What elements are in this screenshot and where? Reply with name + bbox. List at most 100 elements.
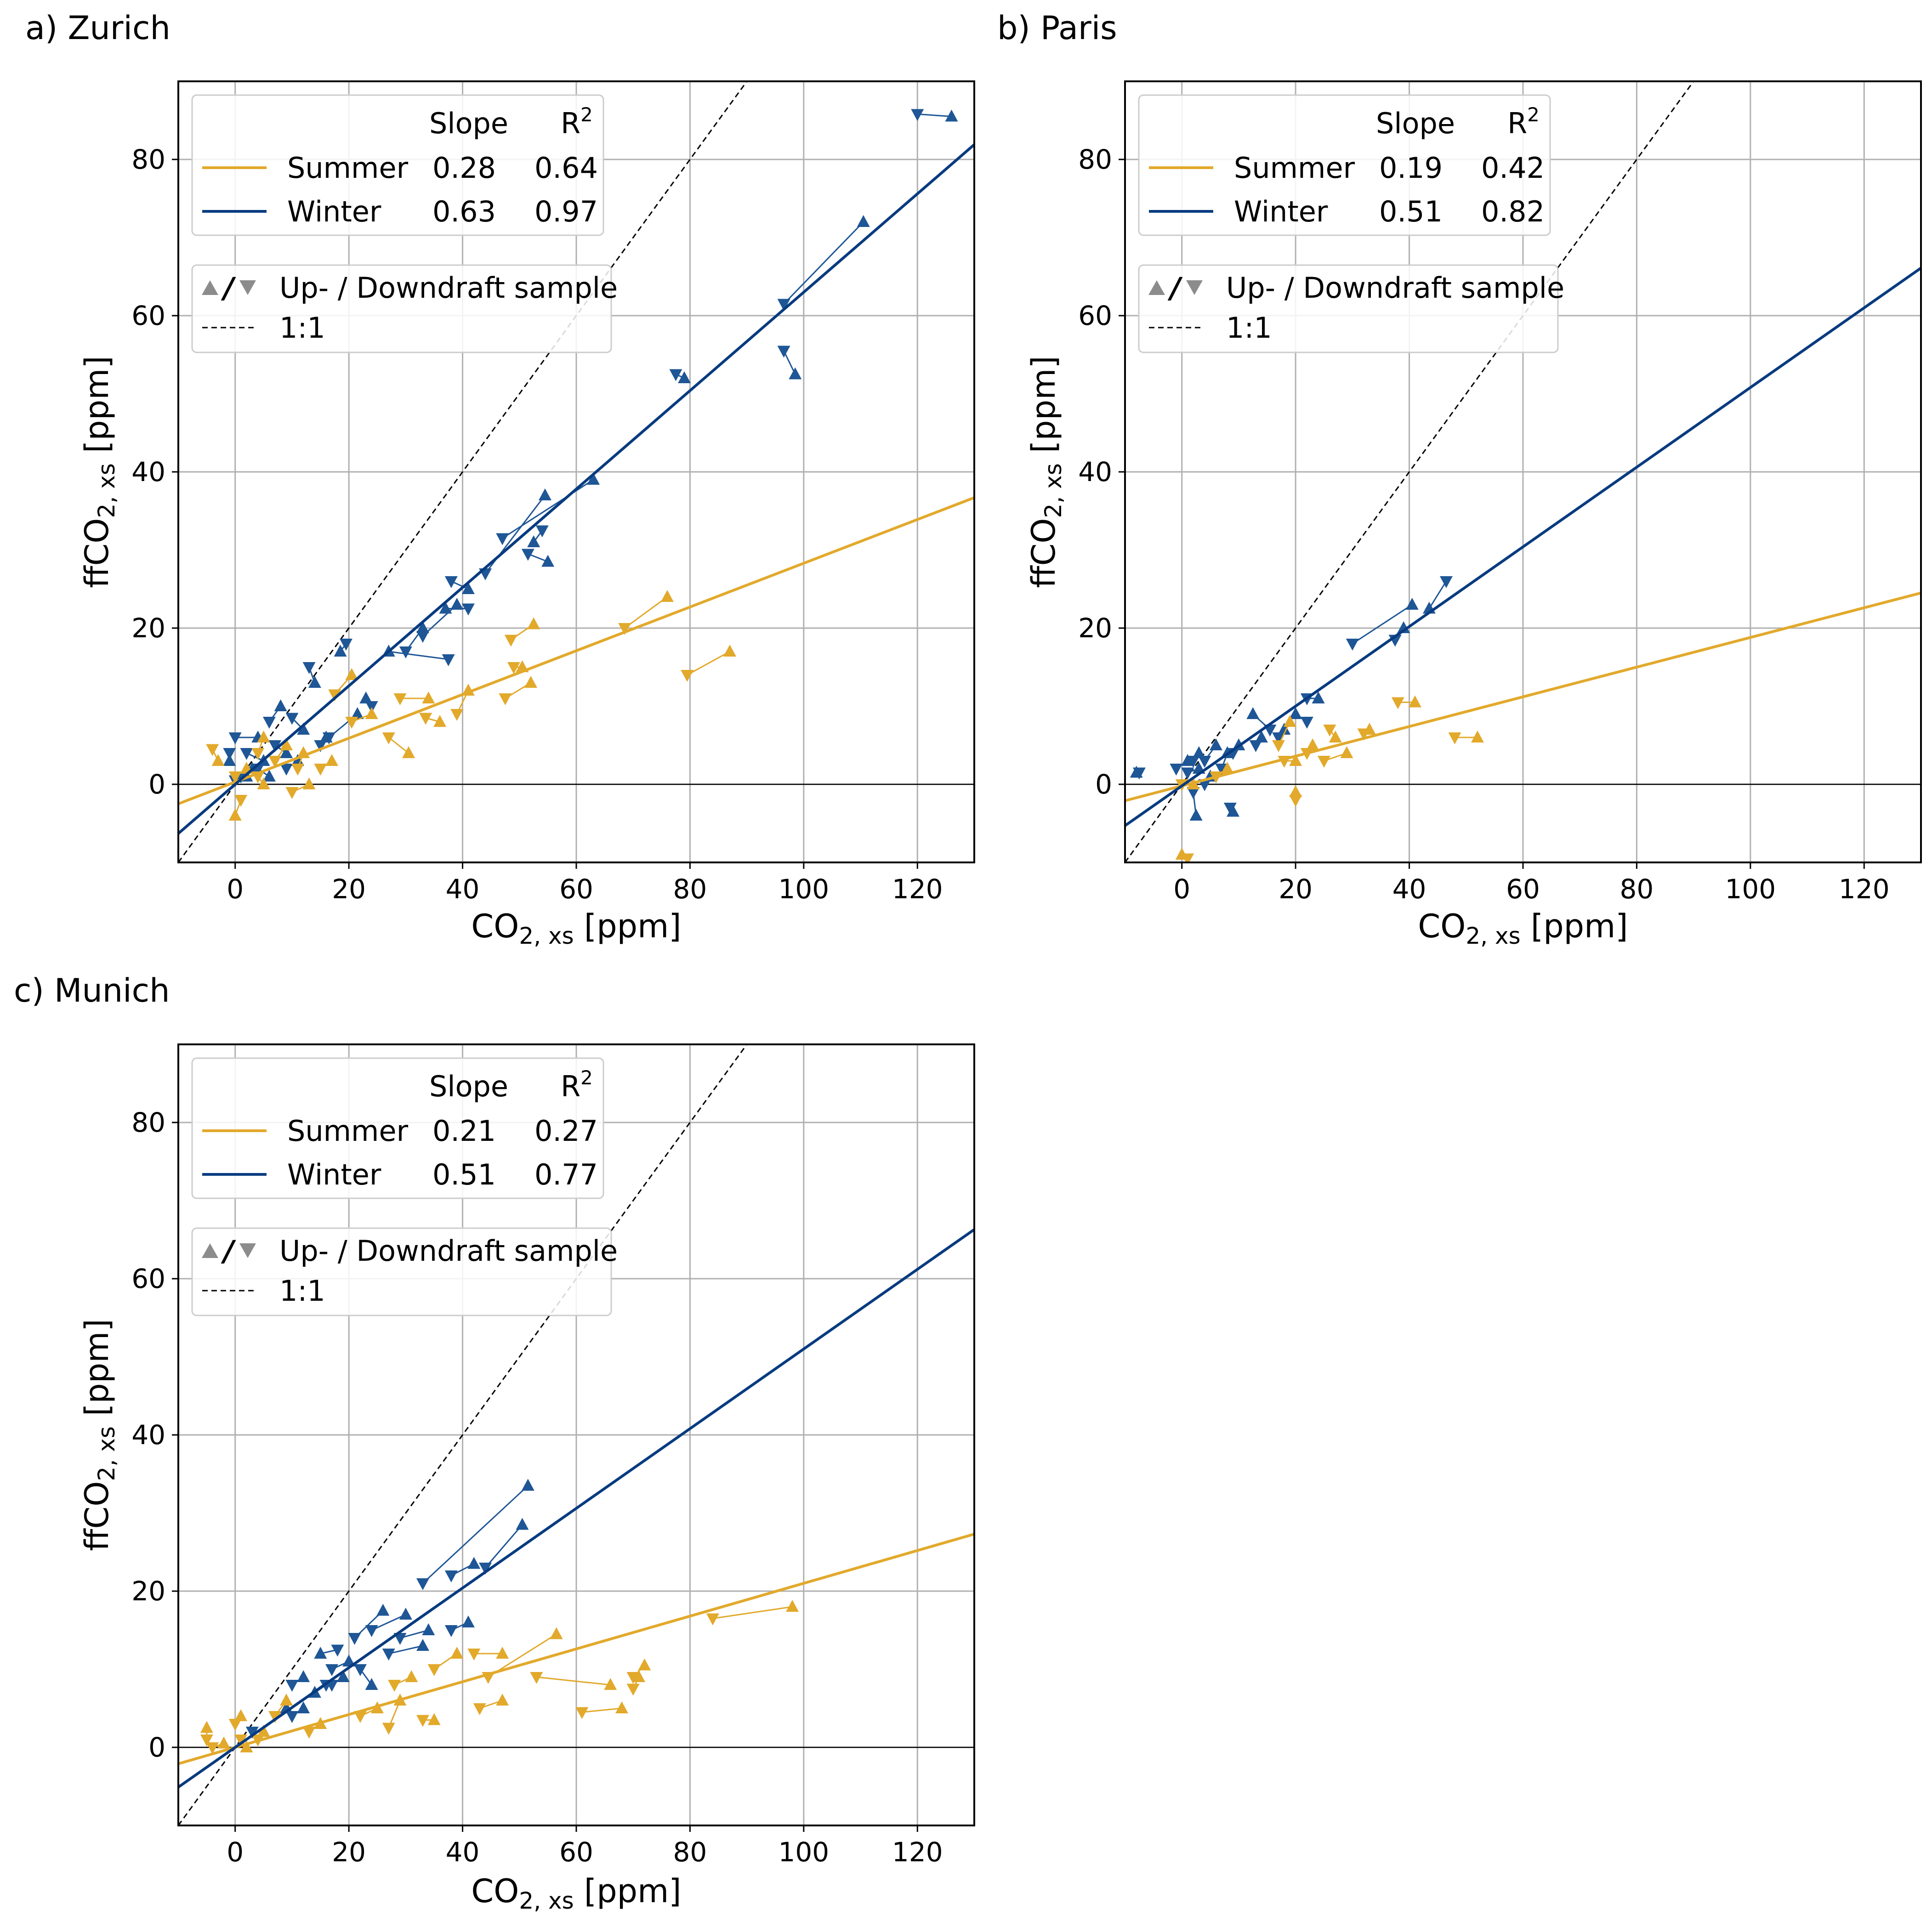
sample-pair-summer: [618, 590, 674, 635]
downdraft-point: [419, 713, 432, 725]
legend-winter-r2: 0.77: [534, 1158, 598, 1191]
panel-title: a) Zurich: [25, 9, 170, 47]
sample-pair-winter: [285, 1670, 310, 1692]
downdraft-point: [1249, 740, 1262, 752]
downdraft-point: [1391, 697, 1404, 709]
x-tick-label: 100: [1725, 873, 1776, 905]
downdraft-point: [416, 631, 429, 643]
sample-legend: / Up- / Downdraft sample 1:1: [191, 1227, 618, 1316]
pair-connector: [1352, 604, 1413, 645]
sample-pair-summer: [285, 777, 316, 799]
updraft-point: [359, 691, 373, 703]
downdraft-point: [325, 1664, 339, 1676]
sample-pair-winter: [416, 598, 464, 643]
sample-pair-summer: [1448, 731, 1484, 744]
downdraft-point: [626, 1683, 640, 1696]
downdraft-point: [262, 717, 276, 729]
sample-pair-summer: [206, 744, 225, 766]
updraft-point: [334, 645, 347, 657]
sample-pair-winter: [325, 1655, 356, 1676]
y-tick-label: 40: [131, 1419, 165, 1451]
updraft-point: [351, 707, 364, 719]
sample-pair-summer: [314, 754, 339, 776]
sample-pair-summer: [228, 1709, 248, 1731]
sample-legend: / Up- / Downdraft sample 1:1: [191, 264, 618, 353]
updraft-point: [1289, 707, 1302, 719]
updraft-point: [615, 1701, 628, 1713]
legend-winter-slope: 0.63: [432, 195, 496, 228]
sample-pair-winter: [669, 369, 691, 383]
downdraft-point: [348, 1633, 361, 1645]
sample-pair-winter: [1249, 731, 1268, 752]
sample-pair-winter: [1346, 598, 1419, 651]
downdraft-point: [1132, 767, 1146, 780]
downdraft-point: [200, 1734, 213, 1746]
sample-pair-summer: [1323, 725, 1342, 742]
updraft-point: [399, 1608, 412, 1620]
updraft-point: [211, 754, 225, 766]
downdraft-point: [353, 1711, 367, 1723]
updraft-point: [678, 371, 691, 383]
legend-summer-r2: 0.64: [534, 151, 598, 185]
downdraft-point: [399, 646, 412, 658]
updraft-point: [521, 1479, 534, 1491]
downdraft-point: [507, 662, 520, 674]
x-axis-label: CO2, xs [ppm]: [471, 907, 681, 949]
legend-r2-header: R2: [1507, 103, 1540, 140]
sample-pair-winter: [262, 699, 287, 729]
updraft-point: [467, 1557, 481, 1569]
legend-winter-r2: 0.82: [1481, 195, 1545, 228]
sample-legend: / Up- / Downdraft sample 1:1: [1138, 264, 1564, 353]
legend-summer-r2: 0.27: [534, 1114, 598, 1148]
updraft-point: [461, 582, 475, 594]
legend-down-triangle-icon: [239, 280, 256, 295]
downdraft-point: [314, 740, 327, 752]
downdraft-point: [328, 689, 341, 702]
pair-connector: [528, 553, 548, 562]
sample-pair-winter: [1130, 765, 1146, 780]
sample-pair-summer: [504, 617, 540, 647]
sample-pair-summer: [1357, 723, 1376, 741]
updraft-point: [1246, 707, 1260, 719]
downdraft-point: [1357, 728, 1370, 741]
sample-pair-summer: [681, 645, 737, 682]
tick-labels: 0 20 40 60 80 100 120 0 20 40 60 80: [1078, 144, 1889, 905]
pair-connector: [388, 651, 449, 660]
legend-summer-label: Summer: [287, 151, 409, 185]
updraft-point: [416, 621, 429, 633]
fit-legend: Slope R2 Summer 0.19 0.42 Winter 0.51 0.…: [1138, 94, 1551, 236]
downdraft-point: [479, 1563, 492, 1575]
legend-summer-label: Summer: [1234, 151, 1355, 185]
updraft-point: [405, 1670, 418, 1682]
updraft-point: [325, 754, 339, 766]
updraft-point: [1283, 715, 1296, 727]
x-tick-label: 20: [1279, 873, 1313, 905]
downdraft-point: [427, 1664, 441, 1676]
pair-connector: [388, 737, 409, 754]
downdraft-point: [1318, 756, 1330, 768]
sample-pair-winter: [777, 215, 870, 311]
updraft-point: [274, 699, 287, 711]
sample-pair-summer: [228, 795, 248, 821]
legend-sample-label: Up- / Downdraft sample: [279, 271, 618, 305]
legend-winter-slope: 0.51: [1379, 195, 1443, 228]
x-tick-label: 120: [1839, 873, 1890, 905]
sample-pair-summer: [251, 731, 270, 760]
panel-zurich: a) Zurich 0 20 40 60 80 100 120 0 20 40 60 80 CO2, …: [25, 9, 975, 949]
sample-pair-winter: [527, 525, 549, 547]
y-tick-label: 60: [131, 300, 165, 331]
fit-line-summer: [1125, 591, 1921, 802]
updraft-point: [1405, 598, 1419, 610]
x-tick-label: 20: [332, 873, 366, 905]
sample-pair-winter: [444, 576, 475, 594]
downdraft-point: [1439, 576, 1453, 588]
sample-pair-winter: [302, 662, 321, 688]
downdraft-point: [1198, 756, 1211, 768]
y-axis-label: ffCO2, xs [ppm]: [78, 356, 120, 588]
updraft-point: [422, 691, 435, 703]
sample-pair-winter: [1272, 723, 1291, 744]
sample-pair-summer: [419, 713, 447, 727]
fit-line-winter: [178, 1228, 974, 1789]
updraft-point: [1192, 746, 1205, 758]
